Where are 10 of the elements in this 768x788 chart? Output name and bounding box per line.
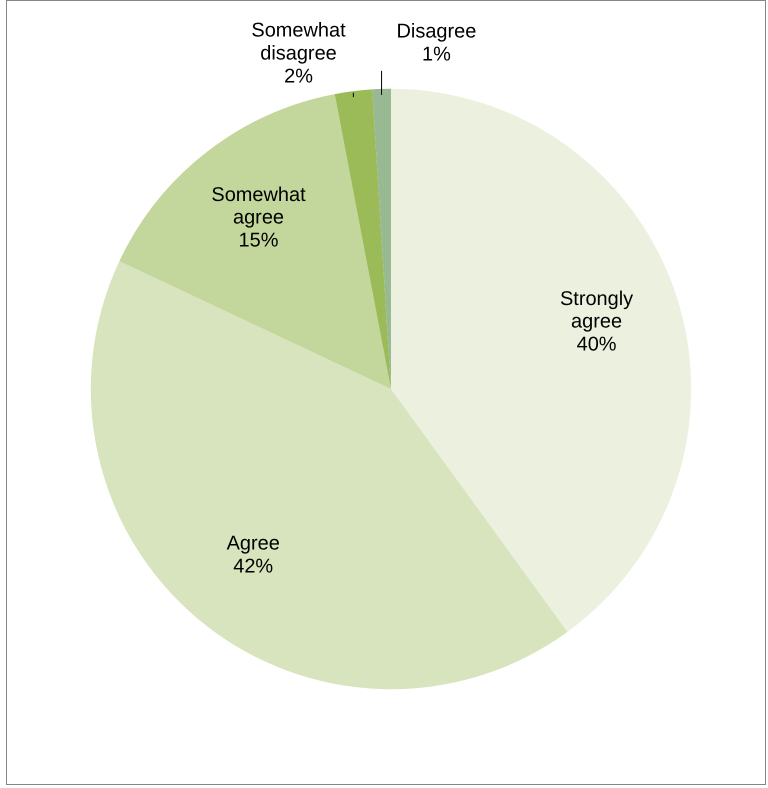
slice-label: Somewhat agree [211, 184, 306, 229]
data-label: 1% [422, 43, 452, 66]
data-label: 42% [233, 556, 274, 578]
data-label: 2% [284, 65, 314, 88]
slice-label: Agree [226, 532, 280, 555]
slice-label: Strongly agree [560, 288, 634, 333]
slice-label: Disagree [396, 20, 476, 42]
data-label: 40% [576, 334, 617, 356]
slice-label: Somewhat disagree [251, 19, 346, 64]
data-label: 15% [238, 230, 279, 252]
